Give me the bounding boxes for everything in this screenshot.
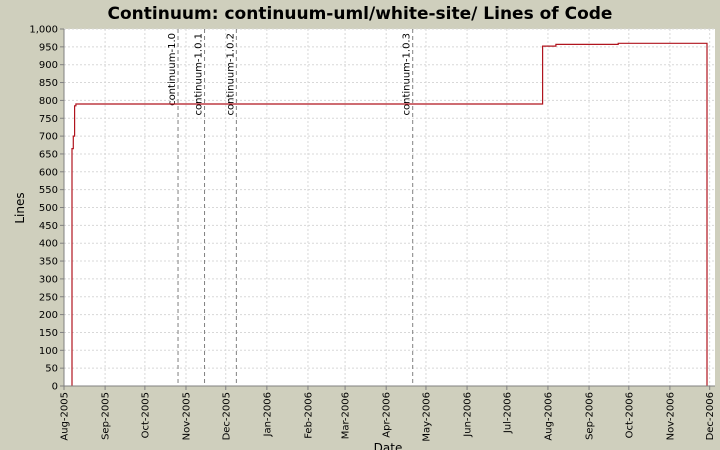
- x-tick-label: Jun-2006: [463, 392, 474, 438]
- lines-series-line: [71, 42, 708, 386]
- release-marker-label: continuum-1.0.3: [402, 33, 413, 115]
- x-tick-label: Nov-2005: [181, 392, 192, 440]
- x-tick-label: Jan-2006: [262, 392, 273, 437]
- y-tick-label: 650: [39, 149, 58, 160]
- release-markers: continuum-1.0 continuum-1.0.1 continuum-1.…: [167, 29, 414, 386]
- x-tick-label: Apr-2006: [382, 392, 393, 438]
- x-tick-label: Aug-2006: [543, 392, 554, 441]
- release-marker-label: continuum-1.0: [167, 33, 178, 106]
- release-marker-label: continuum-1.0.1: [194, 33, 205, 115]
- x-tick-label: Jul-2006: [502, 392, 513, 434]
- y-tick-label: 500: [39, 203, 58, 214]
- y-tick-label: 150: [39, 328, 58, 339]
- y-axis-label: Lines: [13, 192, 27, 223]
- x-tick-label: Nov-2006: [665, 392, 676, 440]
- y-tick-label: 400: [39, 239, 58, 250]
- x-tick-label: Sep-2005: [101, 392, 112, 440]
- x-axis-label: Date: [374, 441, 403, 450]
- y-tick-label: 900: [39, 60, 58, 71]
- y-tick-label: 0: [52, 382, 58, 393]
- x-tick-label: Mar-2006: [341, 392, 352, 439]
- y-axis: 0 50 100 150 200 250 300 350 400 450 500 550 600 650 7…: [29, 25, 65, 393]
- x-tick-label: Dec-2005: [221, 392, 232, 440]
- x-tick-label: Aug-2005: [60, 392, 71, 441]
- y-tick-label: 450: [39, 221, 58, 232]
- y-tick-label: 1,000: [29, 25, 58, 36]
- release-marker-label: continuum-1.0.2: [225, 33, 236, 115]
- gridlines: [63, 28, 715, 387]
- x-tick-label: May-2006: [421, 392, 432, 442]
- chart-title: Continuum: continuum-uml/white-site/ Lin…: [108, 4, 613, 24]
- y-tick-label: 50: [45, 364, 58, 375]
- x-tick-label: Sep-2006: [585, 392, 596, 440]
- x-tick-label: Dec-2006: [705, 392, 716, 440]
- y-tick-label: 950: [39, 42, 58, 53]
- y-tick-label: 300: [39, 274, 58, 285]
- y-tick-label: 350: [39, 257, 58, 268]
- y-tick-label: 200: [39, 310, 58, 321]
- y-tick-label: 600: [39, 167, 58, 178]
- y-tick-label: 700: [39, 132, 58, 143]
- y-tick-label: 850: [39, 78, 58, 89]
- x-axis: Aug-2005 Sep-2005 Oct-2005 Nov-2005 Dec-2005…: [60, 385, 716, 442]
- y-tick-label: 750: [39, 114, 58, 125]
- y-tick-label: 100: [39, 346, 58, 357]
- x-tick-label: Feb-2006: [303, 392, 314, 439]
- series-layer: [71, 42, 708, 386]
- y-tick-label: 250: [39, 292, 58, 303]
- y-tick-label: 800: [39, 96, 58, 107]
- x-tick-label: Oct-2006: [624, 392, 635, 438]
- x-tick-label: Oct-2005: [140, 392, 151, 438]
- y-tick-label: 550: [39, 185, 58, 196]
